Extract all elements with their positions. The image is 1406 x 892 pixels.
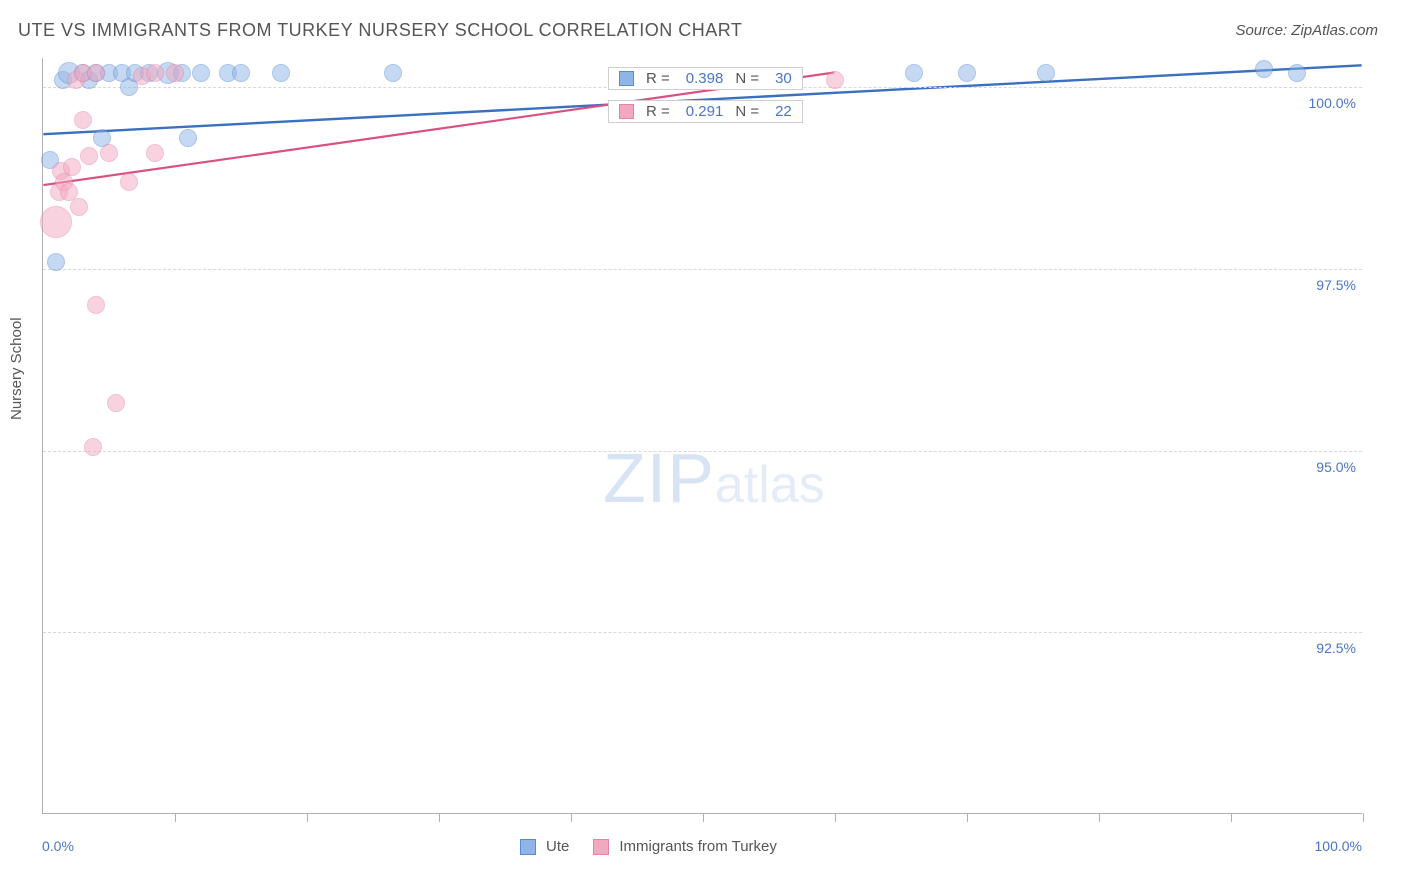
x-tick xyxy=(835,813,836,822)
x-tick xyxy=(439,813,440,822)
data-point xyxy=(166,64,184,82)
data-point xyxy=(40,206,72,238)
trend-lines xyxy=(43,58,1362,813)
data-point xyxy=(146,144,164,162)
data-point xyxy=(272,64,290,82)
data-point xyxy=(80,147,98,165)
stat-r-value: 0.398 xyxy=(686,70,724,87)
plot-area: ZIPatlas 92.5%95.0%97.5%100.0%R =0.398N … xyxy=(42,58,1362,814)
gridline xyxy=(43,632,1362,633)
data-point xyxy=(84,438,102,456)
data-point xyxy=(179,129,197,147)
legend-swatch xyxy=(619,104,634,119)
stat-n-label: N = xyxy=(735,103,759,120)
data-point xyxy=(70,198,88,216)
y-tick-label: 97.5% xyxy=(1316,277,1356,293)
data-point xyxy=(120,173,138,191)
data-point xyxy=(63,158,81,176)
gridline xyxy=(43,269,1362,270)
stat-n-value: 22 xyxy=(775,103,792,120)
data-point xyxy=(232,64,250,82)
x-tick xyxy=(967,813,968,822)
data-point xyxy=(74,111,92,129)
y-axis-label: Nursery School xyxy=(8,317,25,420)
data-point xyxy=(1288,64,1306,82)
stat-r-label: R = xyxy=(646,70,670,87)
legend-swatch xyxy=(520,839,536,855)
x-tick xyxy=(175,813,176,822)
chart-title: UTE VS IMMIGRANTS FROM TURKEY NURSERY SC… xyxy=(18,20,742,41)
data-point xyxy=(87,64,105,82)
legend: Ute Immigrants from Turkey xyxy=(520,838,791,855)
data-point xyxy=(47,253,65,271)
y-tick-label: 100.0% xyxy=(1309,95,1356,111)
y-tick-label: 92.5% xyxy=(1316,640,1356,656)
data-point xyxy=(958,64,976,82)
stat-n-value: 30 xyxy=(775,70,792,87)
legend-label: Immigrants from Turkey xyxy=(619,838,777,855)
x-tick xyxy=(571,813,572,822)
legend-label: Ute xyxy=(546,838,569,855)
data-point xyxy=(192,64,210,82)
gridline xyxy=(43,451,1362,452)
legend-swatch xyxy=(619,71,634,86)
stat-r-label: R = xyxy=(646,103,670,120)
legend-swatch xyxy=(593,839,609,855)
x-tick xyxy=(703,813,704,822)
data-point xyxy=(384,64,402,82)
data-point xyxy=(146,64,164,82)
data-point xyxy=(905,64,923,82)
stats-box: R = 0.398 N = 30 xyxy=(608,67,803,90)
x-tick xyxy=(1231,813,1232,822)
source-attribution: Source: ZipAtlas.com xyxy=(1235,22,1378,39)
stat-n-label: N = xyxy=(735,70,759,87)
data-point xyxy=(100,144,118,162)
data-point xyxy=(87,296,105,314)
x-tick xyxy=(1099,813,1100,822)
y-tick-label: 95.0% xyxy=(1316,459,1356,475)
x-max-label: 100.0% xyxy=(1315,838,1362,854)
data-point xyxy=(1255,60,1273,78)
x-tick xyxy=(1363,813,1364,822)
chart-container: UTE VS IMMIGRANTS FROM TURKEY NURSERY SC… xyxy=(0,0,1406,892)
x-min-label: 0.0% xyxy=(42,838,74,854)
x-tick xyxy=(307,813,308,822)
data-point xyxy=(107,394,125,412)
data-point xyxy=(826,71,844,89)
stats-box: R = 0.291 N = 22 xyxy=(608,100,803,123)
stat-r-value: 0.291 xyxy=(686,103,724,120)
data-point xyxy=(1037,64,1055,82)
watermark-light: atlas xyxy=(715,456,825,514)
